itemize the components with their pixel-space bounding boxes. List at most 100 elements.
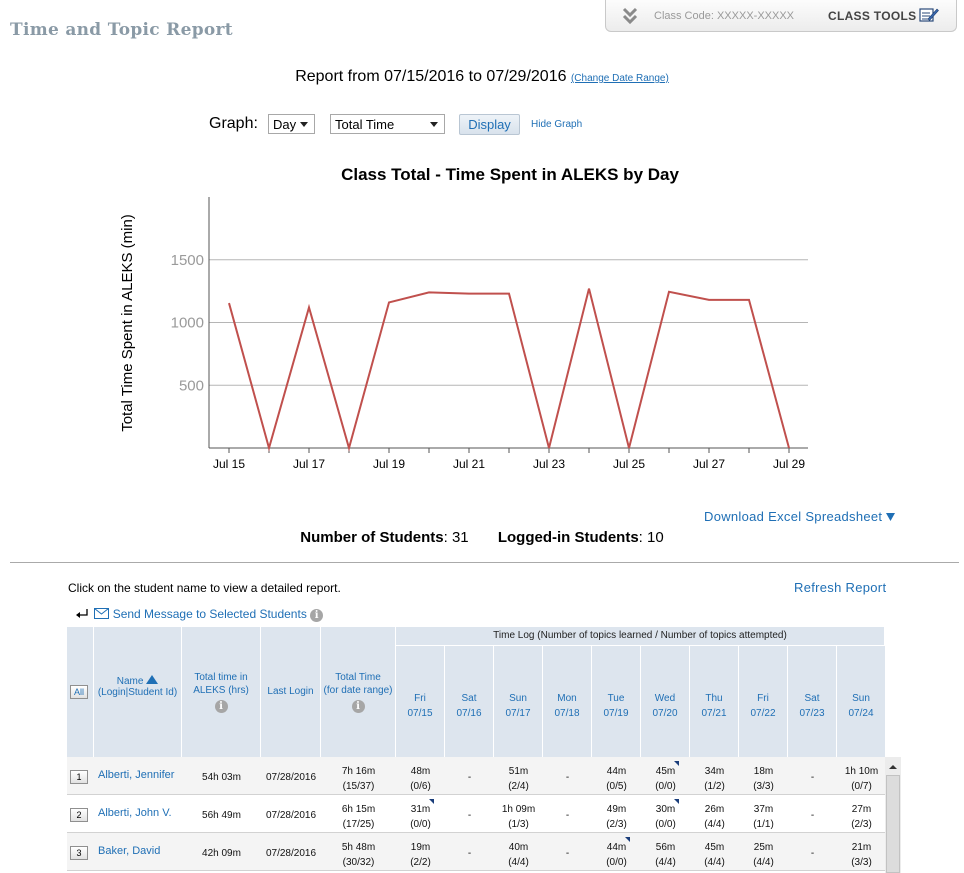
total-time-cell: 54h 03m bbox=[182, 757, 261, 795]
total-time-header-line1: Total time in bbox=[194, 672, 248, 683]
day-cell: 1h 09m (1/3) bbox=[494, 795, 543, 833]
change-date-range-link[interactable]: (Change Date Range) bbox=[570, 73, 669, 84]
table-row: 3 Baker, David 42h 09m 07/28/2016 5h 48m (30/… bbox=[67, 833, 885, 871]
day-cell: - bbox=[445, 833, 494, 871]
row-select-checkbox[interactable]: 1 bbox=[70, 770, 88, 784]
day-cell-topics: (2/2) bbox=[410, 857, 431, 868]
dropdown-arrow-icon bbox=[430, 122, 438, 127]
day-header[interactable]: Wed 07/20 bbox=[641, 646, 690, 757]
day-cell-value: 45m bbox=[704, 842, 725, 853]
student-name-link[interactable]: Alberti, Jennifer bbox=[98, 769, 175, 781]
day-cell: 27m (2/3) bbox=[837, 795, 886, 833]
day-header[interactable]: Fri 07/22 bbox=[739, 646, 788, 757]
metric-select[interactable]: Total Time bbox=[330, 114, 445, 134]
day-header[interactable]: Fri 07/15 bbox=[396, 646, 445, 757]
day-header-dow: Sun bbox=[852, 693, 870, 704]
last-login-cell-value: 07/28/2016 bbox=[265, 810, 317, 821]
day-cell-value: 49m bbox=[606, 804, 627, 815]
day-cell-value: 37m bbox=[753, 804, 774, 815]
day-cell: 31m (0/0) bbox=[396, 795, 445, 833]
day-cell-value: 34m bbox=[704, 766, 725, 777]
day-cell-topics: (0/7) bbox=[851, 781, 872, 792]
day-cell-topics: (2/3) bbox=[851, 819, 872, 830]
day-header-date: 07/23 bbox=[799, 708, 825, 719]
day-cell-value: 44m bbox=[606, 766, 627, 777]
sort-ascending-icon[interactable] bbox=[146, 675, 159, 684]
day-cell: 45m (0/0) bbox=[641, 757, 690, 795]
student-name-link[interactable]: Alberti, John V. bbox=[98, 807, 172, 819]
display-button[interactable]: Display bbox=[459, 114, 520, 135]
day-header-dow: Mon bbox=[557, 693, 577, 704]
chart-y-axis-label: Total Time Spent in ALEKS (min) bbox=[119, 214, 136, 432]
total-time-cell: 56h 49m bbox=[182, 795, 261, 833]
range-time-header[interactable]: Total Time (for date range) i bbox=[321, 627, 396, 757]
info-icon[interactable]: i bbox=[214, 700, 228, 713]
x-tick-label: Jul 29 bbox=[773, 457, 805, 471]
dropdown-arrow-icon bbox=[300, 122, 308, 127]
day-header[interactable]: Sat 07/23 bbox=[788, 646, 837, 757]
select-all-button[interactable]: All bbox=[70, 685, 88, 699]
download-excel-link[interactable]: Download Excel Spreadsheet bbox=[704, 509, 896, 524]
students-count-label: Number of Students bbox=[300, 529, 444, 546]
edit-pencil-icon[interactable] bbox=[919, 7, 939, 28]
report-range-text: Report from 07/15/2016 to 07/29/2016 bbox=[295, 68, 567, 85]
x-tick-label: Jul 19 bbox=[373, 457, 405, 471]
scroll-up-icon[interactable] bbox=[885, 761, 901, 773]
refresh-report-link[interactable]: Refresh Report bbox=[794, 580, 887, 595]
row-select-checkbox[interactable]: 3 bbox=[70, 846, 88, 860]
info-icon[interactable]: i bbox=[351, 700, 365, 713]
range-time-cell-value: 6h 15m bbox=[341, 804, 376, 815]
day-header[interactable]: Thu 07/21 bbox=[690, 646, 739, 757]
day-cell: - bbox=[543, 757, 592, 795]
row-select-checkbox[interactable]: 2 bbox=[70, 808, 88, 822]
day-cell: 48m (0/6) bbox=[396, 757, 445, 795]
hide-graph-link[interactable]: Hide Graph bbox=[531, 119, 583, 130]
last-login-cell: 07/28/2016 bbox=[261, 757, 321, 795]
time-log-header-label: Time Log (Number of topics learned / Num… bbox=[493, 630, 787, 641]
day-cell: 25m (4/4) bbox=[739, 833, 788, 871]
day-cell: 44m (0/5) bbox=[592, 757, 641, 795]
info-icon[interactable]: i bbox=[310, 609, 324, 622]
total-time-cell-value: 54h 03m bbox=[202, 772, 241, 783]
day-cell: 21m (3/3) bbox=[837, 833, 886, 871]
day-cell-topics: (4/4) bbox=[704, 819, 725, 830]
time-spent-chart: Class Total - Time Spent in ALEKS by Day… bbox=[119, 165, 808, 471]
student-name-link[interactable]: Baker, David bbox=[98, 845, 161, 857]
day-cell-topics: (4/4) bbox=[655, 857, 676, 868]
day-header-dow: Fri bbox=[414, 693, 426, 704]
day-header[interactable]: Sat 07/16 bbox=[445, 646, 494, 757]
download-excel-label: Download Excel Spreadsheet bbox=[704, 509, 883, 524]
total-time-header[interactable]: Total time in ALEKS (hrs) i bbox=[182, 627, 261, 757]
day-header-date: 07/15 bbox=[407, 708, 433, 719]
day-cell: 40m (4/4) bbox=[494, 833, 543, 871]
total-time-cell: 42h 09m bbox=[182, 833, 261, 871]
series-line bbox=[228, 288, 790, 452]
graph-label: Graph: bbox=[209, 115, 258, 132]
table-row: 1 Alberti, Jennifer 54h 03m 07/28/2016 7h 16… bbox=[67, 757, 885, 795]
day-header-date: 07/18 bbox=[554, 708, 580, 719]
table-scrollbar[interactable] bbox=[885, 757, 901, 873]
last-login-header[interactable]: Last Login bbox=[261, 627, 321, 757]
period-select[interactable]: Day bbox=[268, 114, 315, 134]
day-header[interactable]: Sun 07/17 bbox=[494, 646, 543, 757]
day-cell: - bbox=[788, 833, 837, 871]
chart-title: Class Total - Time Spent in ALEKS by Day bbox=[341, 165, 679, 184]
collapse-chevron-icon[interactable] bbox=[622, 7, 638, 30]
class-toolbar: Class Code: XXXXX-XXXXX CLASS TOOLS bbox=[605, 0, 957, 32]
day-header[interactable]: Mon 07/18 bbox=[543, 646, 592, 757]
last-login-cell-value: 07/28/2016 bbox=[265, 848, 317, 859]
day-cell-topics: (0/0) bbox=[655, 819, 676, 830]
range-time-header-line2: (for date range) bbox=[323, 685, 393, 696]
envelope-icon[interactable] bbox=[94, 608, 110, 619]
day-cell-value: - bbox=[565, 848, 570, 859]
day-header[interactable]: Tue 07/19 bbox=[592, 646, 641, 757]
send-message-link[interactable]: Send Message to Selected Students bbox=[112, 607, 307, 621]
class-tools-button[interactable]: CLASS TOOLS bbox=[828, 9, 917, 23]
day-cell: 18m (3/3) bbox=[739, 757, 788, 795]
day-cell: - bbox=[543, 833, 592, 871]
name-header[interactable]: Name (Login|Student Id) bbox=[94, 627, 182, 757]
day-header[interactable]: Sun 07/24 bbox=[837, 646, 886, 757]
last-login-cell: 07/28/2016 bbox=[261, 795, 321, 833]
scroll-thumb[interactable] bbox=[886, 775, 900, 873]
period-select-value: Day bbox=[273, 117, 297, 132]
